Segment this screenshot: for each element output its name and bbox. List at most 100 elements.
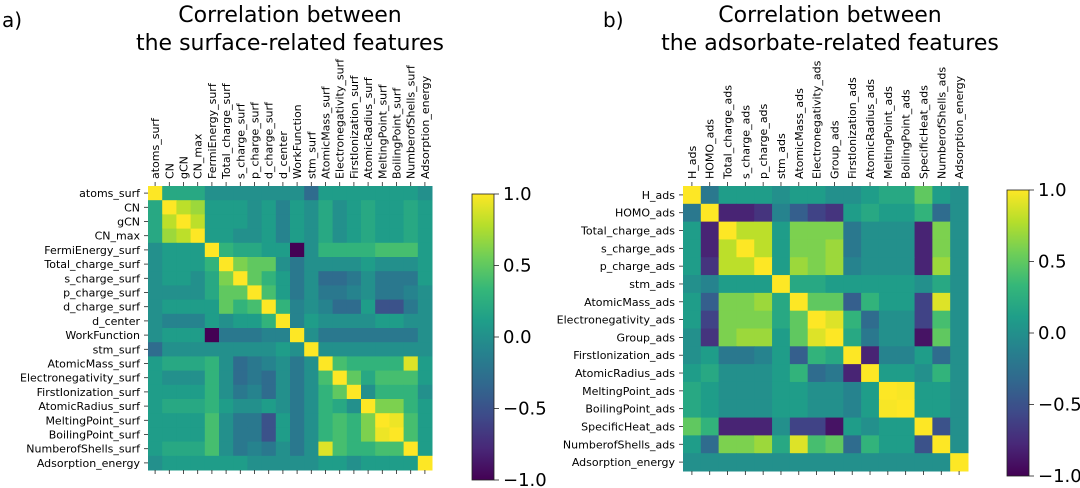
heatmap-cell <box>896 453 916 472</box>
heatmap-cell <box>736 221 755 240</box>
heatmap-cell <box>233 214 248 230</box>
heatmap-cell <box>346 441 362 457</box>
heatmap-cell <box>247 186 263 201</box>
heatmap-cell <box>290 356 305 372</box>
heatmap-cell <box>754 186 773 205</box>
y-tick-label: d_center <box>92 315 140 328</box>
heatmap-cell <box>807 346 826 365</box>
heatmap-surface-features: atoms_surfatoms_surfCNCNgCNgCNCN_maxCN_m… <box>20 58 433 474</box>
heatmap-cell <box>361 342 376 357</box>
heatmap-cell <box>162 427 177 443</box>
heatmap-cell <box>233 342 248 357</box>
heatmap-cell <box>861 257 880 276</box>
heatmap-cell <box>275 257 291 272</box>
heatmap-cell <box>162 186 177 201</box>
heatmap-cell <box>878 435 898 454</box>
heatmap-cell <box>304 384 319 400</box>
heatmap-cell <box>190 214 206 230</box>
heatmap-cell <box>389 214 405 230</box>
x-tick-label: BoilingPoint_surf <box>391 87 404 179</box>
heatmap-cell <box>403 328 419 343</box>
heatmap-cell <box>261 384 277 400</box>
heatmap-cell <box>932 381 951 401</box>
heatmap-cell <box>190 313 206 329</box>
heatmap-cell <box>219 413 234 428</box>
heatmap-cell <box>403 299 419 315</box>
heatmap-cell <box>162 313 177 329</box>
heatmap-cell <box>683 346 702 365</box>
heatmap-cell <box>318 427 334 443</box>
heatmap-cell <box>190 455 206 471</box>
heatmap-cell <box>896 221 916 240</box>
heatmap-cell <box>346 413 362 428</box>
heatmap-cell <box>914 453 933 472</box>
heatmap-cell <box>896 399 916 419</box>
heatmap-cell <box>878 381 898 401</box>
heatmap-cell <box>825 417 844 436</box>
heatmap-cell <box>275 328 291 343</box>
heatmap-cell <box>807 381 826 401</box>
heatmap-cell <box>190 441 206 457</box>
heatmap-cell <box>318 384 334 400</box>
heatmap-cell <box>176 257 192 272</box>
panel-b-title-line2: the adsorbate-related features <box>661 31 999 56</box>
heatmap-cell <box>878 417 898 436</box>
heatmap-cell <box>261 200 277 215</box>
heatmap-cell <box>914 399 933 419</box>
heatmap-cell <box>290 384 305 400</box>
heatmap-cell <box>332 257 348 272</box>
heatmap-cell <box>914 186 933 205</box>
heatmap-cell <box>375 342 390 357</box>
heatmap-cell <box>346 186 362 201</box>
y-tick-label: FirstIonization_ads <box>573 349 675 362</box>
x-tick-label: HOMO_ads <box>704 119 717 179</box>
heatmap-cell <box>843 417 862 436</box>
heatmap-cell <box>204 257 220 272</box>
heatmap-cell <box>718 364 737 383</box>
heatmap-cell <box>290 285 305 301</box>
panel-a-title-line1: Correlation between <box>178 3 401 28</box>
heatmap-cell <box>700 453 720 472</box>
heatmap-cell <box>896 364 916 383</box>
heatmap-cell <box>789 221 809 240</box>
heatmap-cell <box>148 299 163 315</box>
heatmap-cell <box>843 275 862 294</box>
heatmap-cell <box>754 292 773 312</box>
y-tick-label: CN <box>124 201 140 214</box>
heatmap-cell <box>290 399 305 414</box>
heatmap-cell <box>304 214 319 230</box>
heatmap-cell <box>807 328 826 347</box>
heatmap-cell <box>318 441 334 457</box>
heatmap-cell <box>275 441 291 457</box>
heatmap-cell <box>219 257 234 272</box>
heatmap-cell <box>736 417 755 436</box>
heatmap-cell <box>772 310 791 329</box>
heatmap-cell <box>247 384 263 400</box>
heatmap-cell <box>304 257 319 272</box>
heatmap-cell <box>772 221 791 240</box>
heatmap-cell <box>700 364 720 383</box>
heatmap-cell <box>807 203 826 223</box>
heatmap-cell <box>754 310 773 329</box>
heatmap-cell <box>361 370 376 386</box>
heatmap-cell <box>718 275 737 294</box>
heatmap-cell <box>190 413 206 428</box>
heatmap-cell <box>332 328 348 343</box>
heatmap-cell <box>861 239 880 258</box>
heatmap-cell <box>932 275 951 294</box>
heatmap-cell <box>736 239 755 258</box>
heatmap-cell <box>219 328 234 343</box>
heatmap-cell <box>346 313 362 329</box>
heatmap-cell <box>148 455 163 471</box>
heatmap-cell <box>346 399 362 414</box>
y-tick-label: MeltingPoint_ads <box>582 385 675 398</box>
heatmap-cell <box>162 399 177 414</box>
heatmap-cell <box>162 257 177 272</box>
colorbar-tick-label: 0.5 <box>1038 252 1067 273</box>
heatmap-cell <box>807 292 826 312</box>
heatmap-cell <box>683 310 702 329</box>
heatmap-cell <box>789 310 809 329</box>
heatmap-cell <box>718 399 737 419</box>
colorbar-tick-label: 0.0 <box>1038 323 1067 344</box>
heatmap-cell <box>683 275 702 294</box>
